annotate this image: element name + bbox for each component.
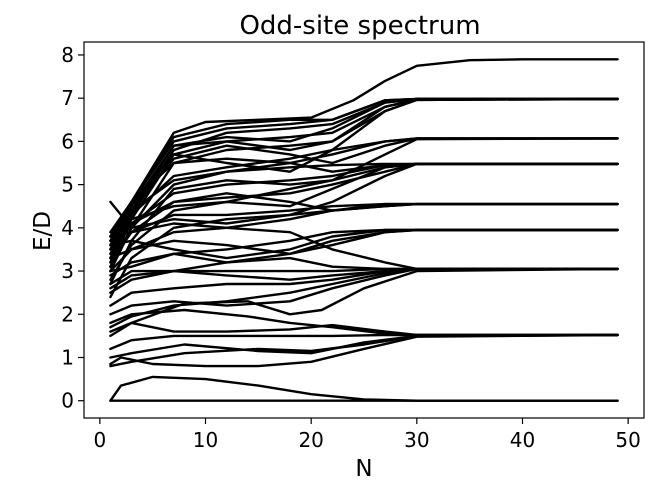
series-line-10: [109, 267, 619, 338]
x-axis: 0 10 20 30 40 50: [93, 418, 641, 452]
series-line-7: [109, 333, 619, 368]
y-tick-label: 0: [61, 389, 74, 413]
series-line-39: [109, 97, 619, 260]
y-tick-label: 8: [61, 43, 74, 67]
series-line-18: [109, 228, 619, 294]
x-tick-label: 40: [510, 428, 535, 452]
series-line-4: [109, 333, 619, 359]
y-tick-label: 4: [61, 216, 74, 240]
series-line-23: [109, 192, 619, 242]
y-tick-label: 7: [61, 86, 74, 110]
series-line-19: [109, 222, 619, 271]
y-axis-label: E/D: [30, 211, 56, 251]
x-tick-label: 0: [93, 428, 106, 452]
series-line-43: [109, 58, 619, 234]
x-tick-label: 50: [615, 428, 640, 452]
chart-title: Odd-site spectrum: [239, 11, 480, 41]
x-tick-label: 10: [193, 428, 218, 452]
y-tick-label: 6: [61, 129, 74, 153]
y-tick-label: 2: [61, 302, 74, 326]
y-axis: 0 1 2 3 4 5 6 7 8: [61, 43, 84, 413]
x-tick-label: 30: [404, 428, 429, 452]
series-line-32: [109, 137, 619, 268]
x-axis-label: N: [355, 456, 372, 480]
series-line-1: [109, 375, 619, 402]
series-lines: [109, 58, 619, 402]
plot-frame: [83, 41, 645, 419]
y-tick-label: 1: [61, 345, 74, 369]
y-tick-label: 3: [61, 259, 74, 283]
series-line-14: [109, 267, 619, 286]
x-tick-label: 20: [298, 428, 323, 452]
series-line-42: [109, 97, 619, 268]
series-line-29: [109, 162, 619, 299]
series-line-6: [109, 321, 619, 337]
series-line-12: [109, 267, 619, 329]
series-line-34: [109, 137, 619, 286]
y-tick-label: 5: [61, 173, 74, 197]
series-line-3: [109, 333, 619, 368]
